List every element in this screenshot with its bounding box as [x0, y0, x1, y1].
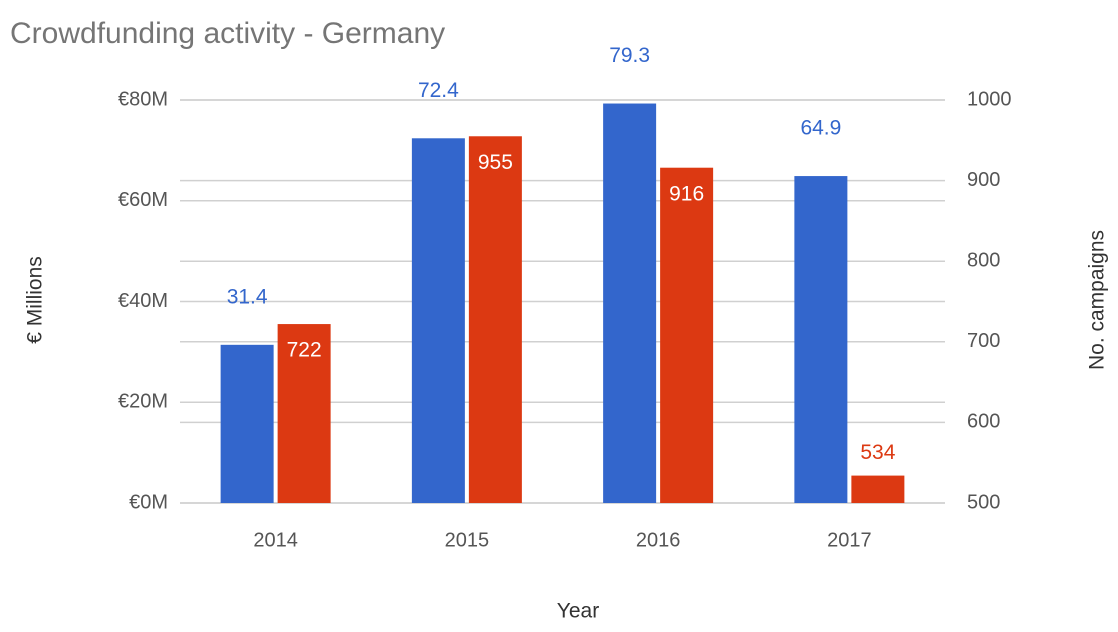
x-tick-label: 2015: [445, 529, 490, 551]
data-label: 79.3: [609, 44, 650, 67]
bar: [660, 167, 714, 504]
x-tick-label: 2017: [827, 529, 872, 551]
y2-tick-label: 500: [967, 491, 1000, 513]
bar: [220, 344, 274, 503]
y-tick-label: €80M: [118, 88, 168, 110]
bar: [468, 136, 522, 503]
bar: [277, 324, 331, 503]
y2-axis-title: No. campaigns: [1086, 230, 1109, 370]
y-axis-title: € Millions: [24, 256, 47, 344]
chart-title: Crowdfunding activity - Germany: [10, 17, 445, 50]
bar: [603, 103, 657, 504]
y-tick-label: €20M: [118, 391, 168, 413]
data-label: 916: [669, 182, 704, 205]
data-label: 72.4: [418, 79, 459, 102]
bar: [411, 138, 465, 503]
y2-tick-label: 900: [967, 169, 1000, 191]
y2-tick-label: 1000: [967, 88, 1012, 110]
bar: [794, 176, 848, 503]
y-tick-label: €0M: [129, 491, 168, 513]
data-label: 955: [478, 151, 513, 174]
data-label: 722: [287, 339, 322, 362]
data-label: 31.4: [227, 285, 268, 308]
y2-tick-label: 700: [967, 330, 1000, 352]
y2-tick-label: 800: [967, 249, 1000, 271]
y2-tick-label: 600: [967, 411, 1000, 433]
x-tick-label: 2014: [253, 529, 298, 551]
data-label: 534: [860, 441, 895, 464]
x-tick-label: 2016: [636, 529, 681, 551]
y-tick-label: €60M: [118, 189, 168, 211]
x-axis-title: Year: [557, 600, 599, 623]
y-tick-label: €40M: [118, 290, 168, 312]
data-label: 64.9: [800, 117, 841, 140]
bar: [851, 475, 905, 503]
